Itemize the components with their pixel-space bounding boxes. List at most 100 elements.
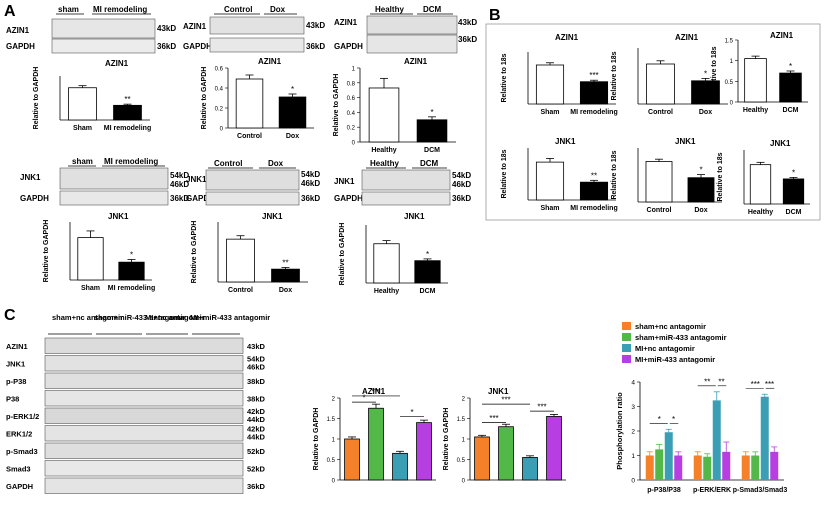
size-label: 36kD [306, 42, 325, 51]
group-label: MI remodeling [104, 157, 158, 166]
significance-label: * [704, 69, 707, 78]
size-label: 36kD [157, 42, 176, 51]
y-tick-label: 1.5 [457, 417, 466, 423]
significance-label: * [672, 415, 675, 424]
x-tick-label: Control [648, 109, 673, 116]
significance-label: * [699, 166, 702, 175]
significance-label: * [658, 415, 661, 424]
group-label: sham [72, 157, 93, 166]
significance-label: *** [371, 387, 380, 396]
legend-label: sham+nc antagomir [635, 322, 706, 331]
size-label: 42kD [247, 425, 266, 434]
bar [751, 455, 760, 480]
bar [703, 456, 712, 480]
row-label: JNK1 [186, 175, 207, 184]
significance-label: * [410, 408, 413, 417]
size-label: 44kD [247, 433, 266, 442]
y-axis-label: Relative to GAPDH [333, 74, 340, 137]
chart-b_jnk1_mi: JNK1 Relative to 18s Sham ** MI remodeling [501, 137, 618, 212]
x-tick-label: Control [647, 207, 672, 214]
chart-title: AZIN1 [105, 59, 129, 68]
blot-strip [51, 18, 156, 39]
y-tick-label: 1.5 [725, 39, 734, 45]
bar [687, 177, 715, 203]
y-tick-label: 2 [332, 397, 336, 403]
chart-title: JNK1 [770, 139, 791, 148]
legend-label: MI+miR-433 antagomir [635, 355, 715, 364]
x-tick-label: MI remodeling [108, 285, 155, 292]
y-tick-label: 0 [462, 479, 466, 485]
row-label: JNK1 [6, 359, 25, 368]
significance-label: *** [537, 403, 546, 412]
bar [749, 164, 772, 205]
y-tick-label: 0.5 [725, 80, 734, 86]
chart-title: JNK1 [555, 137, 576, 146]
x-tick-label: Healthy [748, 209, 773, 216]
y-tick-label: 1 [730, 59, 734, 65]
bar [722, 451, 731, 480]
x-tick-label: Healthy [374, 288, 399, 295]
x-tick-label: Dox [286, 133, 299, 140]
y-axis-label: Relative to 18s [611, 51, 618, 100]
bar [741, 455, 750, 480]
x-tick-label: Sham [540, 109, 559, 116]
blot-a-azin1-dox: Control Dox AZIN1 43kD GAPDH 36kD [183, 5, 325, 53]
bar [414, 260, 441, 284]
x-tick-label: Healthy [371, 147, 396, 154]
x-tick-label: p-P38/P38 [647, 487, 681, 494]
blot-strip [205, 191, 300, 206]
chart-title: JNK1 [675, 137, 696, 146]
y-tick-label: 2 [631, 429, 635, 436]
size-label: 42kD [247, 407, 266, 416]
bar [498, 426, 514, 481]
chart-a_azin1_mi: AZIN1 Relative to GAPDH Sham ** MI remodelin… [33, 59, 151, 132]
y-axis-label: Relative to GAPDH [443, 408, 450, 471]
bar [416, 422, 432, 481]
chart-b_jnk1_dox: JNK1 Relative to 18s Control * Dox [611, 137, 722, 214]
bar [77, 237, 104, 281]
blot-strip [44, 337, 244, 354]
blot-strip [44, 372, 244, 389]
blot-a-azin1-mi: sham MI remodeling AZIN1 43kD GAPDH 36kD [6, 5, 176, 54]
bar [693, 455, 702, 480]
chart-b_azin1_dox: AZIN1 Relative to 18s Control * Dox [611, 33, 728, 116]
significance-label: * [130, 250, 133, 259]
bar [118, 261, 145, 281]
row-label: GAPDH [183, 42, 212, 51]
bar [226, 238, 255, 283]
size-label: 38kD [247, 394, 266, 403]
group-label: MI+nc antagomir [145, 313, 205, 322]
row-label: P38 [6, 394, 19, 403]
row-label: p-Smad3 [6, 447, 38, 456]
group-label: Healthy [370, 159, 399, 168]
size-label: 54kD [170, 171, 189, 180]
size-label: 54kD [452, 171, 471, 180]
chart-title: AZIN1 [770, 31, 794, 40]
row-label: AZIN1 [334, 18, 358, 27]
significance-label: *** [589, 71, 598, 80]
legend-swatch [622, 355, 631, 363]
x-tick-label: MI remodeling [570, 205, 617, 212]
y-axis-label: Relative to GAPDH [201, 67, 208, 130]
significance-label: ** [704, 377, 710, 386]
y-axis-label: Relative to GAPDH [33, 67, 40, 130]
group-label: Control [214, 159, 242, 168]
chart-title: AZIN1 [675, 33, 699, 42]
group-label: sham [58, 5, 79, 14]
chart-b_jnk1_dcm: JNK1 Relative to 18s Healthy * DCM [717, 139, 810, 216]
chart-a_azin1_dox: AZIN1 Relative to GAPDH 0 0.2 0.4 0.6 Control *… [201, 57, 314, 140]
legend-label: sham+miR-433 antagomir [635, 333, 727, 342]
bar [235, 78, 264, 129]
blot-strip [44, 390, 244, 407]
bar [645, 161, 673, 203]
y-tick-label: 0.5 [457, 458, 466, 464]
significance-label: ** [282, 258, 288, 267]
chart-title: AZIN1 [404, 57, 428, 66]
y-tick-label: 0.4 [347, 111, 356, 117]
y-axis-label: Relative to 18s [611, 150, 618, 199]
y-tick-label: 0.4 [215, 87, 224, 93]
x-tick-label: MI remodeling [570, 109, 617, 116]
chart-a_jnk1_dox: JNK1 Relative to GAPDH Control ** Dox [191, 212, 308, 294]
legend-swatch [622, 322, 631, 330]
x-tick-label: Sham [540, 205, 559, 212]
